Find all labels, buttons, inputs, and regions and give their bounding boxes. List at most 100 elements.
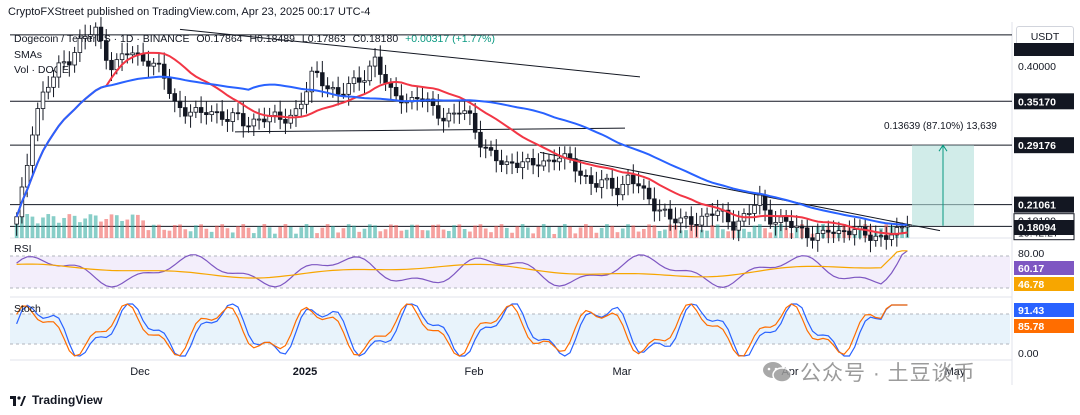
trendline-base [234, 127, 626, 133]
candle-body [188, 111, 193, 117]
time-label-2: Feb [465, 366, 484, 378]
stoch-band [10, 314, 1010, 344]
volume-bar [230, 232, 235, 238]
volume-bar [367, 224, 372, 238]
measure-tool[interactable]: 0.13639 (87.10%) 13,639 [884, 121, 997, 226]
volume-bar [663, 229, 667, 238]
candle-body [230, 112, 235, 122]
candle-body [299, 103, 304, 110]
candle-body [67, 61, 72, 66]
candle-body [225, 119, 230, 122]
candle-body [694, 224, 699, 226]
volume-bar [520, 224, 525, 238]
volume-bar [315, 233, 319, 238]
volume-bar [610, 225, 615, 238]
candle-body [172, 93, 177, 102]
candle-body [256, 118, 262, 121]
candle-body [119, 53, 125, 61]
volume-bar [626, 224, 630, 238]
candle-body [446, 112, 452, 122]
volume-bar [309, 226, 314, 238]
rsi-upper-text: 80.00 [1018, 248, 1044, 260]
candle-body [557, 157, 562, 163]
axis-badge-0 [1014, 93, 1074, 110]
volume-bar [452, 225, 456, 238]
stoch-k-text: 91.43 [1018, 305, 1044, 317]
candle-body [826, 229, 831, 233]
candle-body [304, 91, 309, 105]
rsi-value-badge [1014, 261, 1074, 275]
candle-body [235, 112, 241, 115]
candle-body [130, 52, 135, 56]
stoch-lower-text: 0.00 [1018, 348, 1039, 360]
volume-bar [120, 220, 124, 238]
volume-bar [552, 233, 557, 238]
candle-body [467, 110, 473, 114]
volume-bar [699, 229, 704, 238]
volume-bar [673, 224, 678, 238]
volume-bar [657, 230, 662, 238]
candle-body [462, 110, 467, 114]
volume-bar [415, 224, 420, 238]
candle-body [478, 131, 483, 148]
candle-body [509, 161, 515, 164]
sma-slow-line [15, 75, 908, 226]
candle-body [810, 237, 815, 241]
candle-body [878, 235, 884, 238]
volume-bar [167, 230, 172, 238]
volume-bar [236, 226, 240, 238]
volume-legend[interactable]: Vol · DOGE [14, 64, 69, 76]
candle-body [715, 210, 720, 216]
candle-body [35, 108, 40, 136]
candle-body [725, 209, 731, 223]
volume-bar [410, 224, 414, 238]
volume-bar [146, 230, 151, 238]
candle-body [61, 61, 67, 64]
smas-legend[interactable]: SMAs [14, 49, 43, 61]
candle-body [362, 80, 367, 83]
volume-bar [684, 230, 688, 238]
candle-body [372, 56, 378, 67]
volume-bar [183, 229, 188, 238]
candle-body [599, 179, 604, 188]
candle-body [14, 216, 19, 225]
volume-bar [641, 228, 646, 238]
candle-body [146, 60, 151, 67]
candle-body [736, 220, 741, 231]
candle-body [847, 230, 852, 236]
volume-bar [531, 233, 535, 238]
candle-body [367, 65, 373, 82]
volume-bar [510, 232, 514, 238]
volume-bar [504, 227, 509, 238]
stoch-label[interactable]: Stoch [14, 303, 41, 315]
volume-bar [763, 228, 767, 238]
volume-bar [668, 224, 673, 238]
volume-bar [199, 224, 203, 238]
stoch-d-line [16, 303, 908, 357]
candle-body [804, 227, 810, 239]
volume-bar [705, 230, 709, 238]
volume-bar [647, 224, 651, 238]
volume-bar [130, 214, 135, 238]
rsi-label[interactable]: RSI [14, 243, 32, 255]
candlesticks [14, 17, 910, 253]
volume-bar [768, 232, 773, 238]
volume-bar [394, 225, 398, 238]
candle-body [262, 118, 267, 123]
candle-body [836, 230, 842, 234]
candle-body [604, 177, 610, 181]
candle-body [330, 87, 336, 90]
candle-body [646, 187, 652, 200]
watermark: 公众号 · 土豆谈币 [762, 357, 976, 387]
candle-body [246, 125, 251, 128]
volume-bar [30, 216, 35, 238]
volume-bar [83, 218, 87, 238]
candle-body [852, 229, 857, 236]
candle-body [177, 100, 183, 109]
trendline-descending [539, 151, 941, 232]
volume-bar [494, 225, 499, 238]
sma-fast-line [15, 51, 908, 235]
volume-bar [389, 224, 393, 238]
stoch-k-line [16, 303, 908, 357]
